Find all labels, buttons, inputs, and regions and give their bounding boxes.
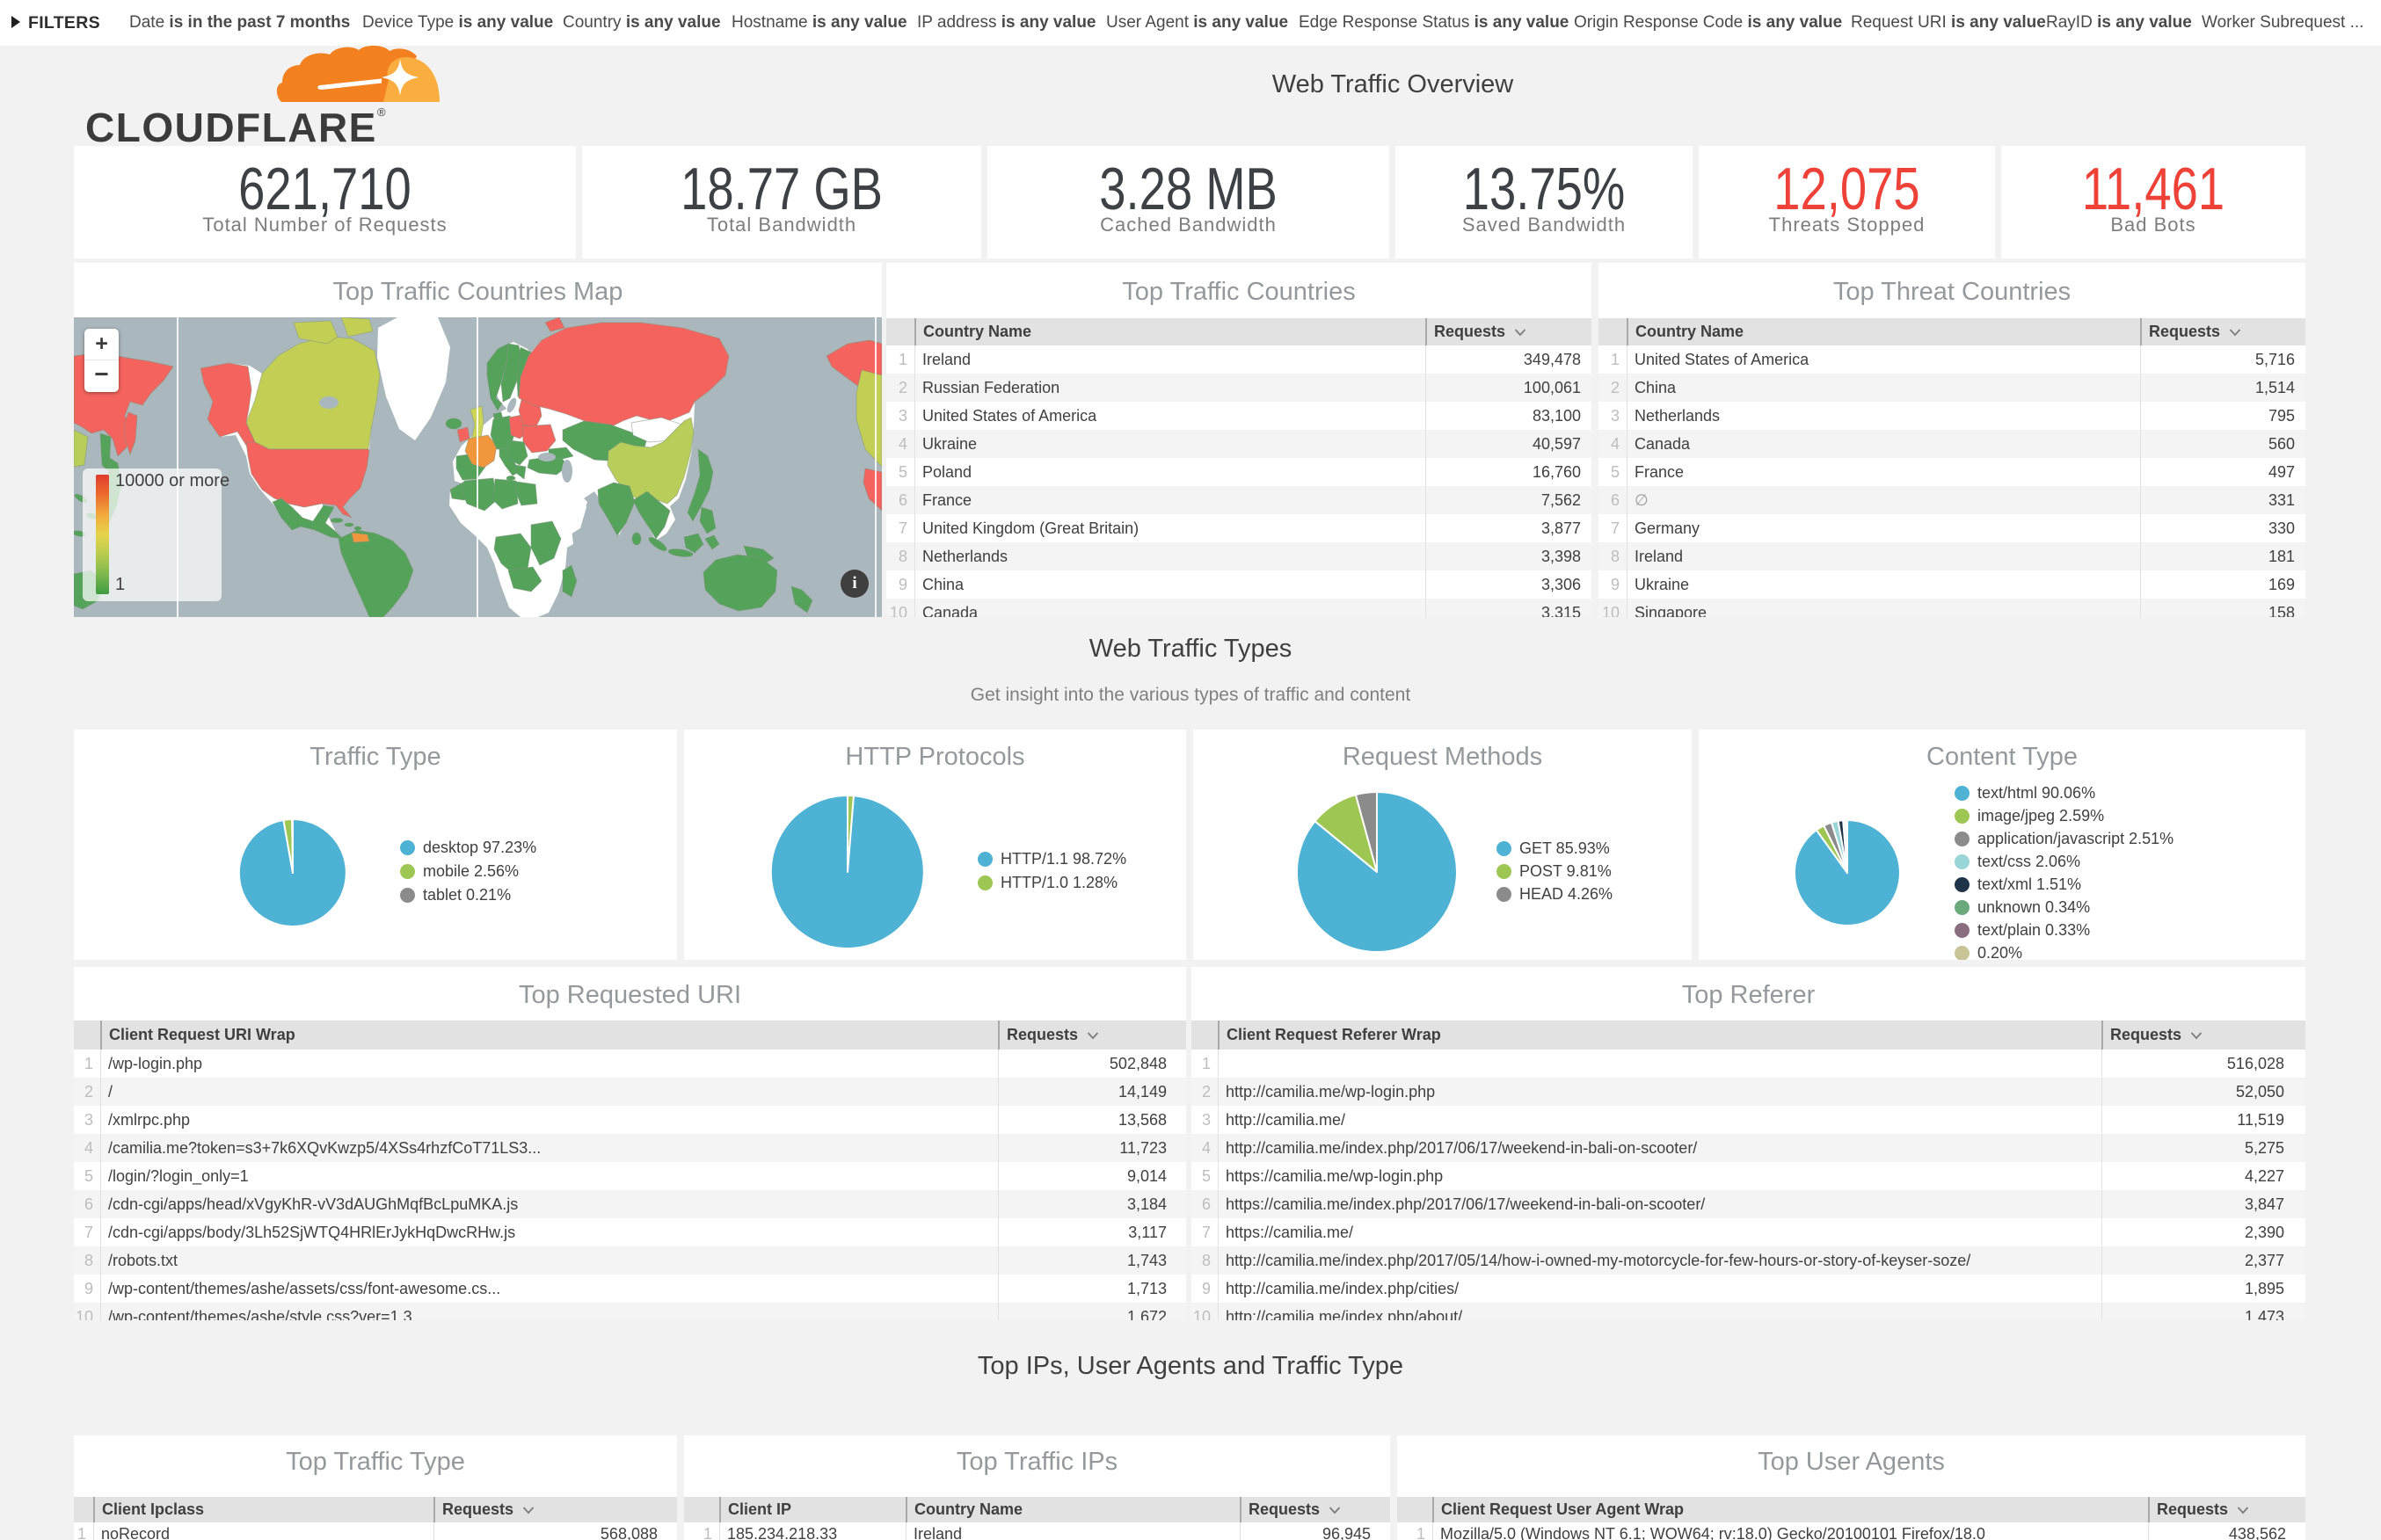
- svg-text:CLOUDFLARE: CLOUDFLARE: [85, 105, 377, 149]
- svg-text:®: ®: [377, 105, 386, 119]
